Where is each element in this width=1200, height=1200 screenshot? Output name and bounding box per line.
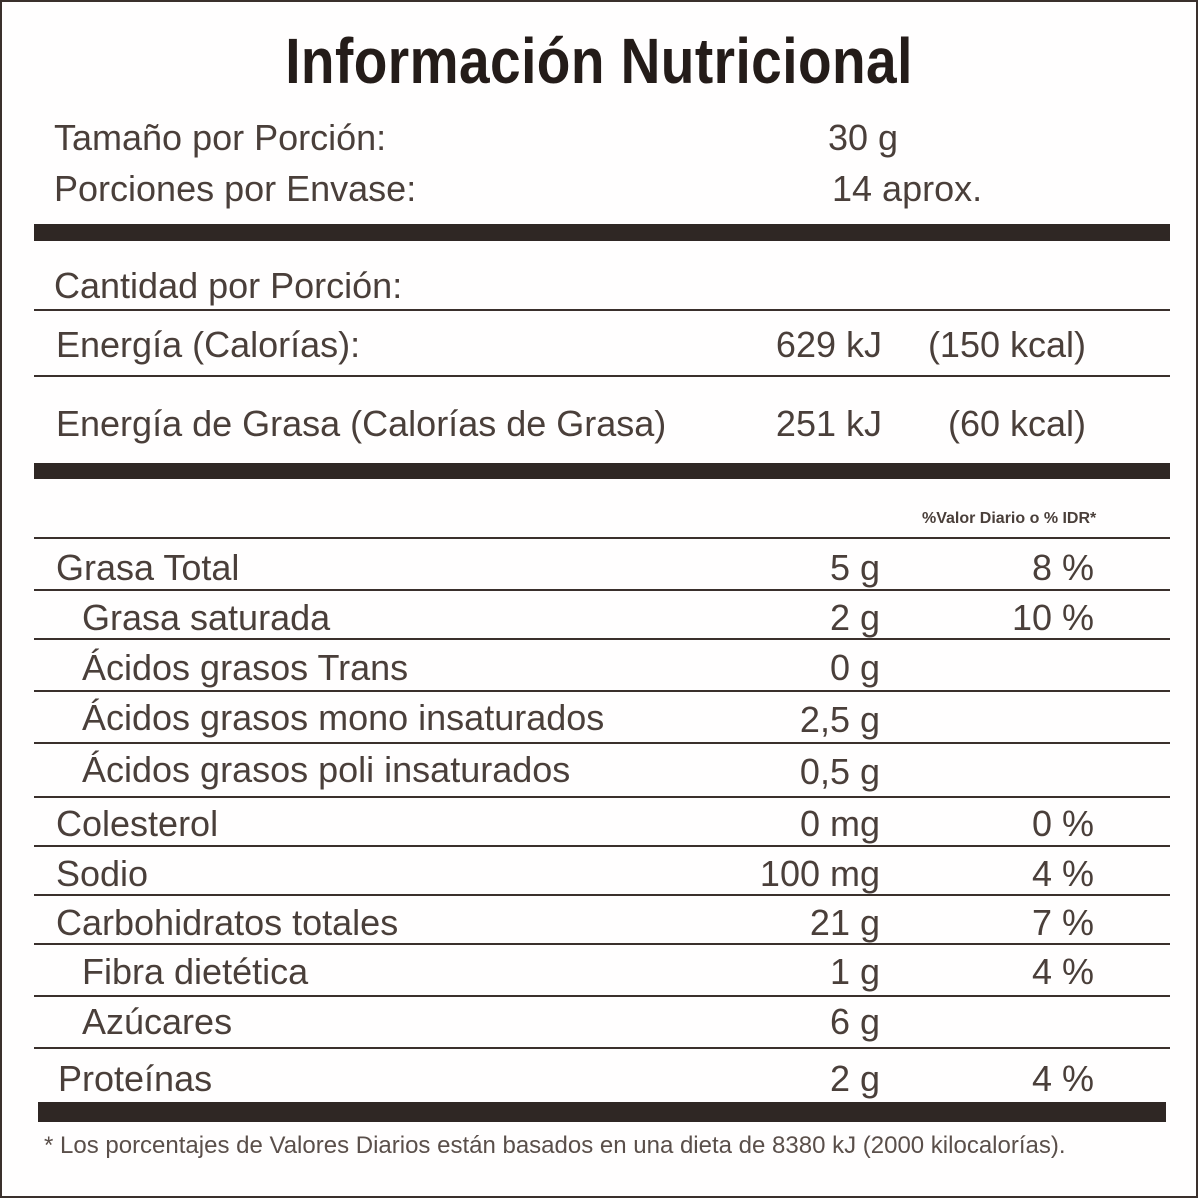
footnote: * Los porcentajes de Valores Diarios est… [44,1132,1066,1159]
servings-per-container-label: Porciones por Envase: [54,168,417,209]
energy-label: Energía (Calorías): [56,324,361,365]
nutrient-amount: 2,5 g [799,699,880,740]
nutrient-amount: 6 g [829,1001,880,1042]
nutrient-amount: 5 g [829,547,880,588]
energy-kcal: (150 kcal) [927,324,1086,365]
nutrient-name: Azúcares [82,1001,233,1042]
nutrient-name: Proteínas [58,1058,213,1099]
nutrient-amount: 100 mg [759,853,880,894]
divider-thin [34,589,1170,591]
nutrient-amount: 1 g [829,951,880,992]
nutrient-name: Sodio [56,853,149,894]
divider-thick [34,224,1170,241]
divider-thin [34,796,1170,798]
serving-size-value: 30 g [828,117,899,158]
divider-thin [34,742,1170,744]
nutrient-amount: 0 mg [799,803,880,844]
servings-per-container-value: 14 aprox. [832,168,983,209]
divider-thin [34,995,1170,997]
nutrient-name: Grasa saturada [82,597,331,638]
energy-kj: 629 kJ [775,324,882,365]
label-title: Información Nutricional [285,25,913,97]
serving-size-label: Tamaño por Porción: [54,117,387,158]
nutrient-daily-value: 7 % [1031,902,1094,943]
divider-thin [34,845,1170,847]
divider-thick [38,1102,1166,1122]
divider-thin [34,537,1170,539]
fat-energy-label: Energía de Grasa (Calorías de Grasa) [56,403,667,444]
nutrient-daily-value: 8 % [1031,547,1094,588]
divider-thin [34,690,1170,692]
amount-per-serving-label: Cantidad por Porción: [54,265,403,306]
nutrient-amount: 2 g [829,1058,880,1099]
nutrient-daily-value: 10 % [1011,597,1094,638]
divider-thin [34,375,1170,377]
nutrient-name: Colesterol [56,803,219,844]
nutrient-amount: 0,5 g [799,751,880,792]
divider-thin [34,638,1170,640]
nutrient-amount: 2 g [829,597,880,638]
daily-value-header: %Valor Diario o % IDR* [922,510,1097,527]
divider-thin [34,309,1170,311]
nutrient-daily-value: 4 % [1031,951,1094,992]
nutrient-daily-value: 0 % [1031,803,1094,844]
fat-energy-kj: 251 kJ [775,403,882,444]
fat-energy-kcal: (60 kcal) [947,403,1086,444]
nutrient-name: Grasa Total [56,547,240,588]
divider-thin [34,943,1170,945]
nutrient-name: Ácidos grasos mono insaturados [82,697,605,738]
nutrient-name: Carbohidratos totales [56,902,399,943]
nutrient-name: Ácidos grasos Trans [82,647,409,688]
nutrient-amount: 0 g [829,647,880,688]
nutrient-name: Ácidos grasos poli insaturados [82,749,571,790]
divider-thick [34,463,1170,479]
nutrient-amount: 21 g [809,902,880,943]
nutrient-daily-value: 4 % [1031,853,1094,894]
nutrient-name: Fibra dietética [82,951,309,992]
nutrient-daily-value: 4 % [1031,1058,1094,1099]
divider-thin [34,1047,1170,1049]
divider-thin [34,894,1170,896]
